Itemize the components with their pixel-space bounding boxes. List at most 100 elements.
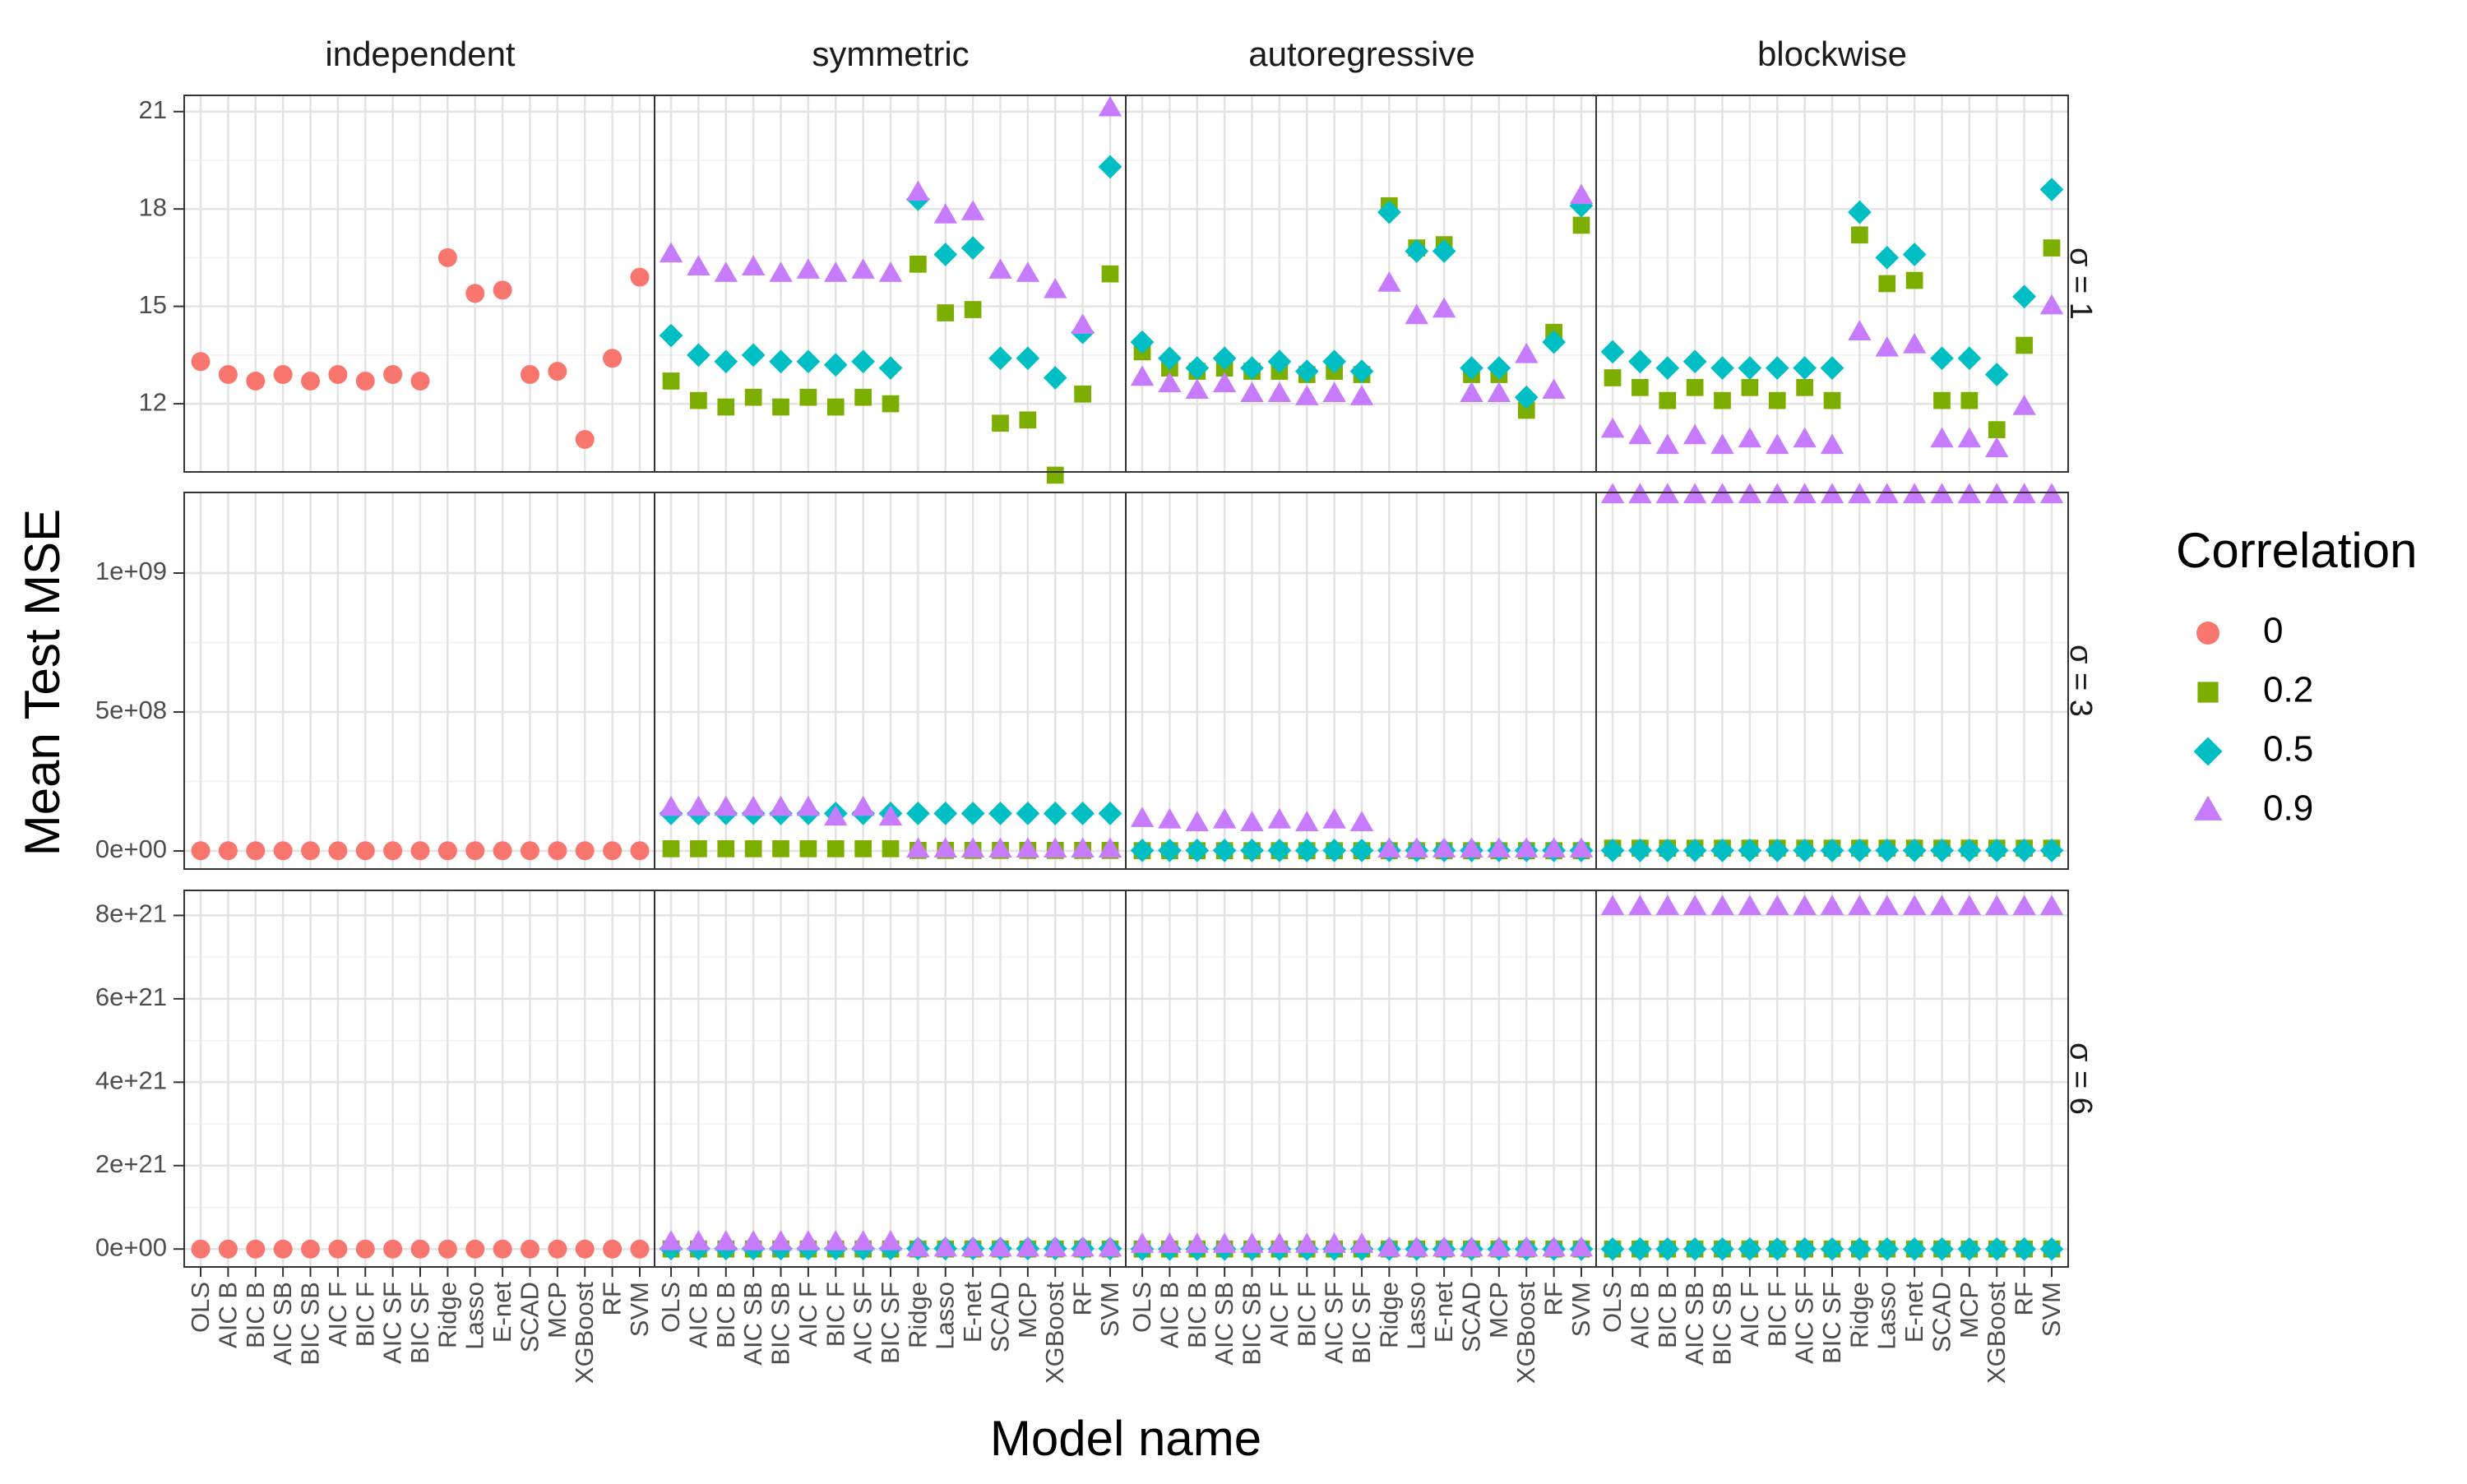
data-point — [355, 1239, 375, 1259]
data-point — [933, 1236, 957, 1257]
data-point — [410, 841, 430, 861]
data-point — [603, 1239, 623, 1259]
x-tick-label: AIC SB — [738, 1282, 767, 1366]
data-point — [1569, 183, 1594, 205]
data-point — [1240, 381, 1264, 402]
data-point — [662, 839, 680, 858]
data-point — [1349, 838, 1374, 862]
data-point — [1875, 246, 1900, 270]
data-point — [520, 365, 539, 385]
data-point — [659, 1230, 683, 1251]
data-point — [1930, 895, 1954, 916]
data-point — [772, 839, 789, 858]
data-point — [1738, 427, 1762, 448]
legend-key — [2193, 795, 2223, 821]
data-point — [1515, 837, 1539, 858]
data-point — [1295, 811, 1319, 831]
x-tick-label: BIC F — [821, 1282, 849, 1347]
data-point — [1240, 811, 1264, 831]
data-point — [988, 258, 1012, 279]
y-tick-label: 21 — [139, 95, 167, 124]
data-point — [1793, 895, 1817, 916]
data-point — [1044, 277, 1067, 298]
data-point — [1542, 837, 1566, 858]
data-point — [1714, 391, 1731, 409]
data-point — [1098, 802, 1122, 825]
facet-column-label: symmetric — [812, 35, 969, 73]
x-tick-label: Ridge — [1844, 1282, 1873, 1348]
data-point — [1349, 811, 1374, 831]
data-point — [246, 1239, 266, 1259]
data-point — [1487, 1236, 1511, 1257]
data-point — [1130, 838, 1155, 862]
data-point — [1655, 838, 1680, 862]
data-point — [328, 365, 348, 385]
data-point — [1902, 838, 1927, 862]
x-tick-label: Lasso — [461, 1282, 489, 1350]
data-point — [191, 1239, 211, 1259]
x-tick-label: SVM — [625, 1282, 654, 1337]
data-point — [1322, 807, 1346, 829]
data-point — [1847, 200, 1872, 224]
data-point — [2016, 336, 2033, 354]
legend-key — [2196, 622, 2219, 645]
x-tick-label: MCP — [1013, 1282, 1042, 1338]
data-point — [1628, 349, 1652, 374]
data-point — [1517, 401, 1535, 419]
data-point — [1185, 378, 1209, 400]
data-point — [1212, 372, 1237, 393]
data-point — [1875, 336, 1899, 357]
data-point — [714, 349, 738, 374]
data-point — [603, 841, 623, 861]
data-point — [218, 841, 238, 861]
data-point — [1933, 391, 1951, 409]
data-point — [1710, 1237, 1734, 1261]
data-point — [1212, 1232, 1237, 1253]
data-point — [328, 841, 348, 861]
x-tick-label: AIC B — [213, 1282, 242, 1348]
data-point — [910, 255, 927, 273]
data-point — [1377, 271, 1401, 292]
data-point — [465, 1239, 485, 1259]
data-point — [1212, 838, 1237, 862]
x-tick-label: XGBoost — [570, 1282, 599, 1384]
data-point — [630, 841, 650, 861]
data-point — [1542, 378, 1566, 400]
y-tick-label: 0e+00 — [95, 834, 167, 863]
facet-column-label: blockwise — [1757, 35, 1907, 73]
x-tick-label: E-net — [1429, 1282, 1458, 1343]
x-tick-label: AIC SB — [268, 1282, 297, 1366]
data-point — [1820, 838, 1844, 862]
data-point — [1604, 369, 1622, 386]
data-point — [823, 353, 848, 377]
data-point — [1071, 837, 1095, 858]
data-point — [2039, 838, 2064, 862]
data-point — [1016, 346, 1040, 371]
x-tick-label: Lasso — [931, 1282, 960, 1350]
data-point — [1071, 313, 1095, 335]
x-tick-label: BIC B — [1183, 1282, 1211, 1348]
facet-panel — [654, 95, 1127, 484]
legend-label: 0.5 — [2263, 729, 2313, 770]
data-point — [1796, 378, 1813, 396]
data-point — [1957, 1237, 1982, 1261]
data-point — [1847, 838, 1872, 862]
data-point — [1487, 837, 1511, 858]
data-point — [301, 1239, 321, 1259]
data-point — [988, 1236, 1012, 1257]
data-point — [1016, 261, 1040, 282]
facet-panel — [1595, 483, 2069, 870]
data-point — [493, 280, 512, 300]
data-point — [1930, 1237, 1954, 1261]
data-point — [796, 795, 821, 816]
data-point — [301, 841, 321, 861]
data-point — [383, 365, 403, 385]
data-point — [2039, 178, 2064, 201]
data-point — [769, 795, 793, 816]
data-point — [878, 261, 903, 282]
data-point — [1377, 837, 1401, 858]
data-point — [1793, 427, 1817, 448]
y-tick-label: 1e+09 — [95, 557, 167, 585]
x-tick-label: XGBoost — [1982, 1282, 2011, 1384]
facet-panel — [183, 492, 657, 870]
